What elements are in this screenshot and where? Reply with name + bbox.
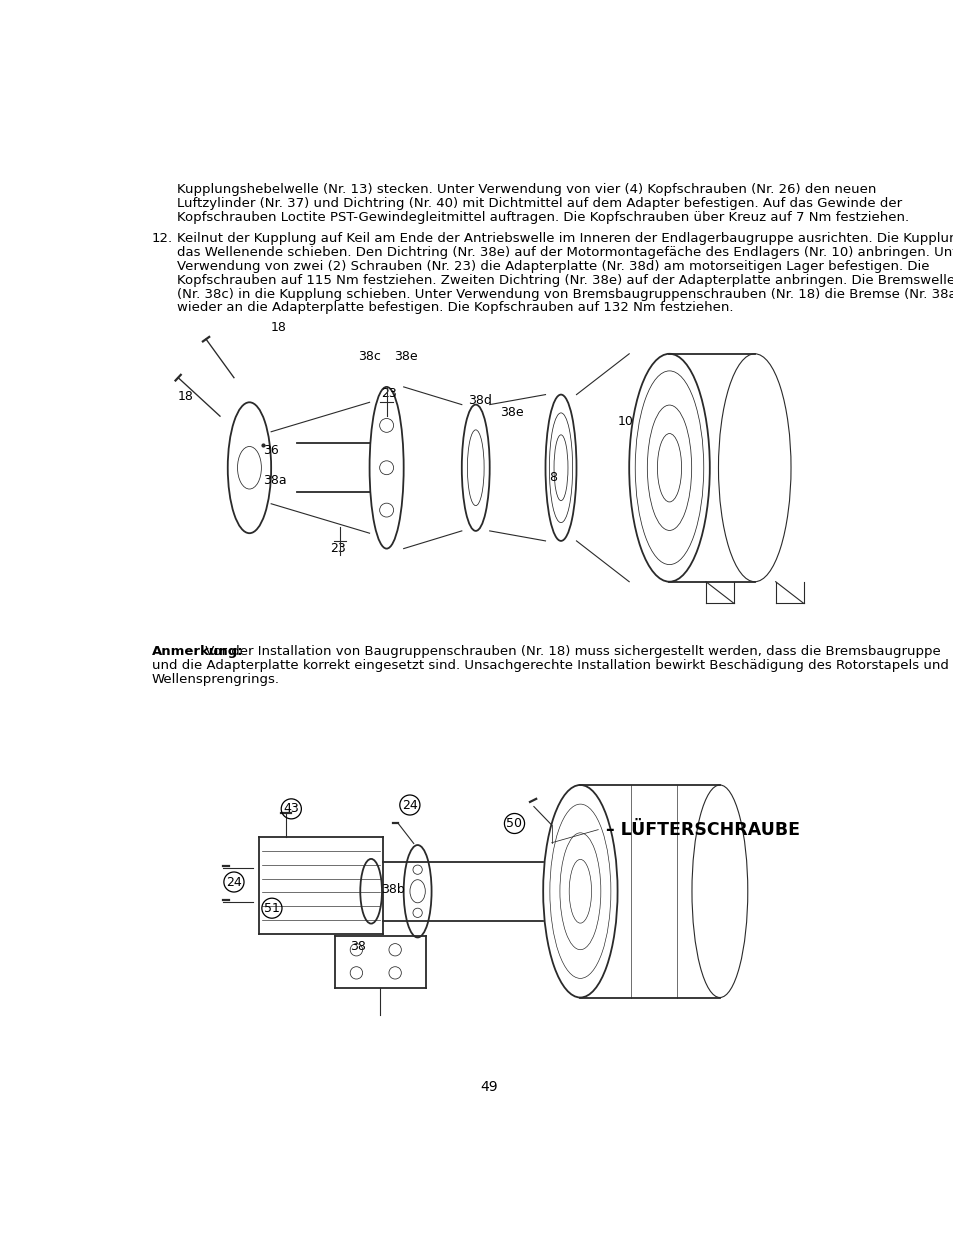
Text: 50: 50 — [506, 818, 522, 830]
Text: 38e: 38e — [500, 406, 523, 419]
Text: (Nr. 38c) in die Kupplung schieben. Unter Verwendung von Bremsbaugruppenschraube: (Nr. 38c) in die Kupplung schieben. Unte… — [177, 288, 953, 300]
Text: Kopfschrauben auf 115 Nm festziehen. Zweiten Dichtring (Nr. 38e) auf der Adapter: Kopfschrauben auf 115 Nm festziehen. Zwe… — [177, 274, 953, 287]
Text: Keilnut der Kupplung auf Keil am Ende der Antriebswelle im Inneren der Endlagerb: Keilnut der Kupplung auf Keil am Ende de… — [177, 232, 953, 245]
Text: 10: 10 — [617, 415, 633, 429]
Text: 36: 36 — [263, 445, 279, 457]
Text: – LÜFTERSCHRAUBE: – LÜFTERSCHRAUBE — [605, 820, 800, 839]
Text: 49: 49 — [479, 1079, 497, 1094]
Text: 51: 51 — [264, 902, 279, 915]
Text: 43: 43 — [283, 803, 299, 815]
Text: 12.: 12. — [152, 232, 172, 245]
Text: und die Adapterplatte korrekt eingesetzt sind. Unsachgerechte Installation bewir: und die Adapterplatte korrekt eingesetzt… — [152, 658, 947, 672]
Text: 38b: 38b — [380, 883, 404, 897]
Text: 24: 24 — [226, 876, 241, 888]
Text: das Wellenende schieben. Den Dichtring (Nr. 38e) auf der Motormontagefäche des E: das Wellenende schieben. Den Dichtring (… — [177, 246, 953, 259]
Text: Kupplungshebelwelle (Nr. 13) stecken. Unter Verwendung von vier (4) Kopfschraube: Kupplungshebelwelle (Nr. 13) stecken. Un… — [177, 183, 876, 196]
Text: 18: 18 — [178, 389, 193, 403]
Text: Luftzylinder (Nr. 37) und Dichtring (Nr. 40) mit Dichtmittel auf dem Adapter bef: Luftzylinder (Nr. 37) und Dichtring (Nr.… — [177, 196, 902, 210]
Text: 24: 24 — [401, 799, 417, 811]
Text: 38c: 38c — [357, 350, 380, 363]
Text: Anmerkung:: Anmerkung: — [152, 645, 243, 658]
Text: 23: 23 — [330, 542, 345, 555]
Text: 18: 18 — [270, 321, 286, 335]
Text: Verwendung von zwei (2) Schrauben (Nr. 23) die Adapterplatte (Nr. 38d) am motors: Verwendung von zwei (2) Schrauben (Nr. 2… — [177, 259, 929, 273]
Text: 38a: 38a — [262, 474, 286, 488]
Text: Kopfschrauben Loctite PST-Gewindegleitmittel auftragen. Die Kopfschrauben über K: Kopfschrauben Loctite PST-Gewindegleitmi… — [177, 211, 908, 224]
Text: Vor der Installation von Baugruppenschrauben (Nr. 18) muss sichergestellt werden: Vor der Installation von Baugruppenschra… — [200, 645, 940, 658]
Text: 38e: 38e — [394, 350, 417, 363]
Text: Wellensprengrings.: Wellensprengrings. — [152, 673, 279, 685]
Text: 8: 8 — [549, 472, 557, 484]
Text: 38d: 38d — [468, 394, 492, 408]
Text: 23: 23 — [381, 387, 396, 400]
Text: 38: 38 — [350, 940, 366, 953]
Text: wieder an die Adapterplatte befestigen. Die Kopfschrauben auf 132 Nm festziehen.: wieder an die Adapterplatte befestigen. … — [177, 301, 733, 315]
